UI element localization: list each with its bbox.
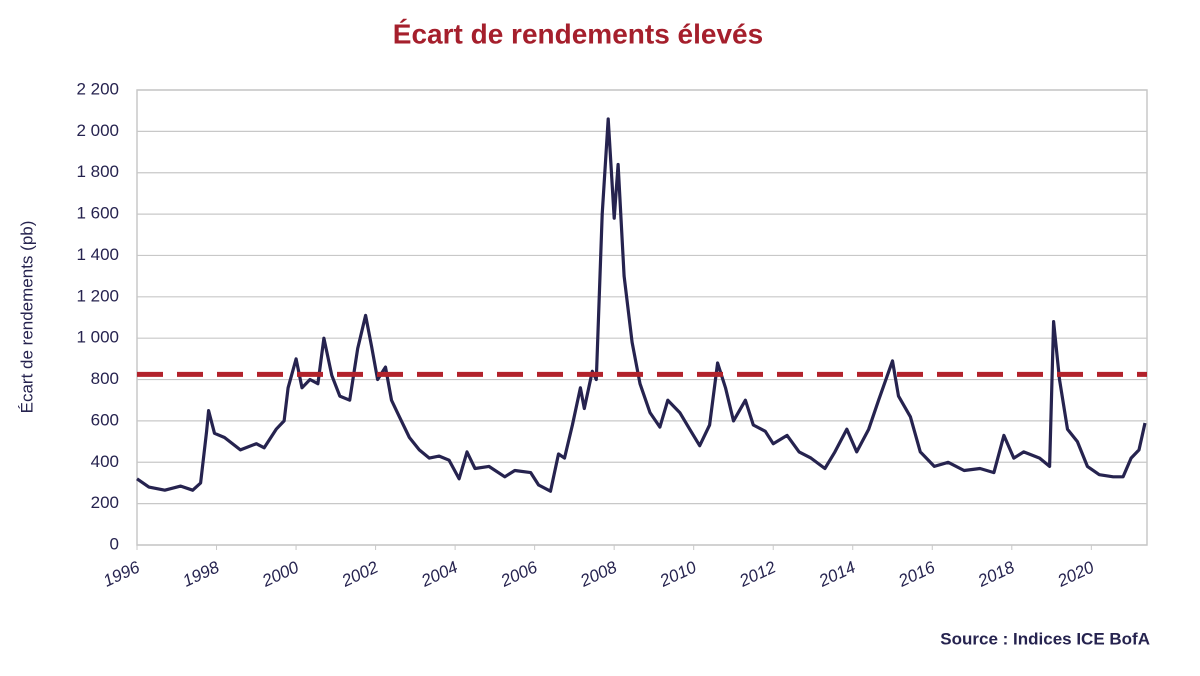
plot-frame [136, 89, 1148, 546]
y-tick-label: 1 200 [76, 286, 119, 305]
y-tick-label: 1 000 [76, 328, 119, 347]
y-axis-label: Écart de rendements (pb) [17, 221, 36, 414]
x-tick-label: 1998 [180, 557, 223, 590]
y-tick-label: 200 [91, 493, 119, 512]
x-tick-label: 2002 [338, 557, 382, 591]
x-tick-label: 2004 [417, 557, 460, 591]
y-tick-label: 2 000 [76, 121, 119, 140]
y-tick-label: 1 800 [76, 162, 119, 181]
x-tick-label: 2008 [577, 557, 621, 591]
x-tick-label: 2020 [1054, 557, 1098, 591]
x-tick-label: 2006 [497, 557, 541, 591]
x-tick-label: 2000 [258, 557, 302, 591]
y-tick-label: 400 [91, 452, 119, 471]
chart-title: Écart de rendements élevés [393, 18, 763, 49]
x-tick-label: 2012 [736, 557, 780, 591]
y-tick-label: 1 400 [76, 245, 119, 264]
source-note: Source : Indices ICE BofA [940, 629, 1150, 648]
x-tick-label: 2016 [895, 557, 939, 591]
y-tick-label: 800 [91, 369, 119, 388]
y-tick-label: 2 200 [76, 79, 119, 98]
y-tick-label: 600 [91, 410, 119, 429]
x-tick-label: 2010 [656, 557, 700, 591]
data-line [136, 117, 1147, 493]
y-tick-label: 0 [110, 534, 119, 553]
x-tick-label: 2018 [974, 557, 1018, 591]
y-tick-label: 1 600 [76, 204, 119, 223]
x-tick-label: 2014 [815, 557, 858, 591]
x-tick-label: 1996 [100, 557, 143, 590]
